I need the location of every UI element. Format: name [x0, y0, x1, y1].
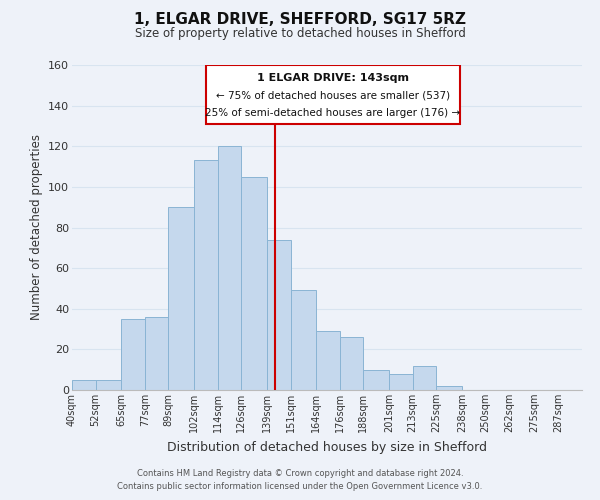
Bar	[145, 317, 169, 390]
FancyBboxPatch shape	[206, 65, 460, 124]
Bar	[436, 386, 462, 390]
Text: Contains public sector information licensed under the Open Government Licence v3: Contains public sector information licen…	[118, 482, 482, 491]
Bar	[290, 290, 316, 390]
Text: Size of property relative to detached houses in Shefford: Size of property relative to detached ho…	[134, 28, 466, 40]
Bar	[218, 146, 241, 390]
Bar	[340, 337, 364, 390]
Text: 1, ELGAR DRIVE, SHEFFORD, SG17 5RZ: 1, ELGAR DRIVE, SHEFFORD, SG17 5RZ	[134, 12, 466, 28]
Bar	[267, 240, 290, 390]
Bar	[316, 331, 340, 390]
X-axis label: Distribution of detached houses by size in Shefford: Distribution of detached houses by size …	[167, 440, 487, 454]
Text: 25% of semi-detached houses are larger (176) →: 25% of semi-detached houses are larger (…	[205, 108, 460, 118]
Text: Contains HM Land Registry data © Crown copyright and database right 2024.: Contains HM Land Registry data © Crown c…	[137, 468, 463, 477]
Bar	[364, 370, 389, 390]
Bar	[389, 374, 413, 390]
Bar	[413, 366, 436, 390]
Bar	[169, 207, 194, 390]
Text: ← 75% of detached houses are smaller (537): ← 75% of detached houses are smaller (53…	[216, 90, 450, 101]
Bar	[95, 380, 121, 390]
Bar	[121, 319, 145, 390]
Text: 1 ELGAR DRIVE: 143sqm: 1 ELGAR DRIVE: 143sqm	[257, 73, 409, 83]
Y-axis label: Number of detached properties: Number of detached properties	[29, 134, 43, 320]
Bar	[72, 380, 95, 390]
Bar	[241, 176, 267, 390]
Bar	[194, 160, 218, 390]
